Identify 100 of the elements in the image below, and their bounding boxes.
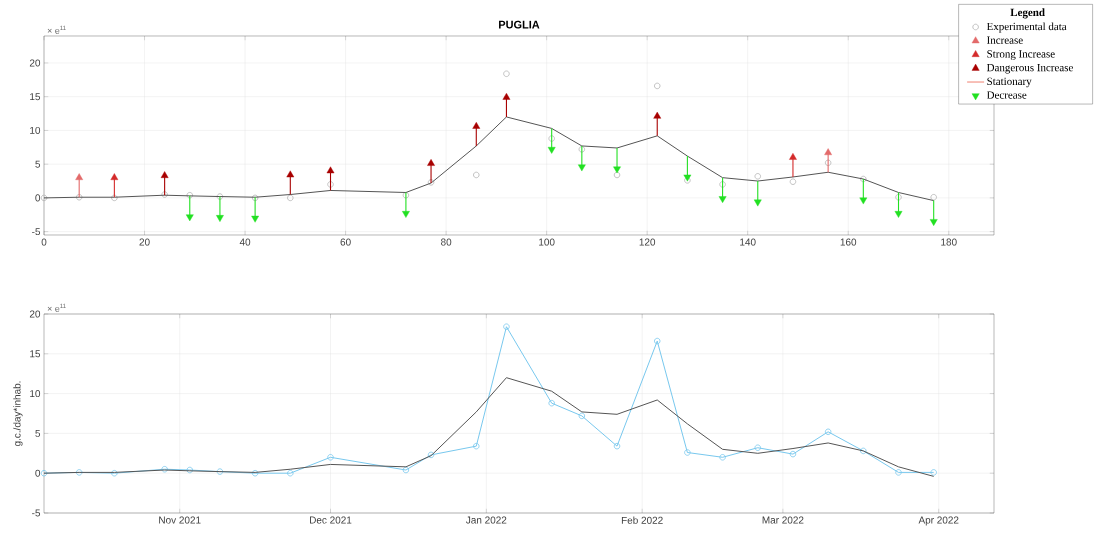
x-tick-label: 80 (441, 238, 452, 246)
y-tick-label: 5 (35, 429, 41, 437)
y-tick-label: 20 (29, 310, 41, 318)
point (929, 219, 938, 226)
point (186, 466, 193, 474)
point (216, 215, 224, 222)
y-tick-label: -5 (32, 509, 41, 517)
x-tick-label: Nov 2021 (159, 516, 201, 524)
y-tick-label: 5 (35, 160, 41, 168)
x-tick-label: 0 (41, 238, 47, 246)
point (111, 470, 118, 477)
legend-label: Experimental data (986, 22, 1067, 33)
point (654, 82, 661, 90)
point (40, 194, 48, 202)
point (613, 171, 621, 179)
point (287, 470, 294, 477)
x-tick-label: 40 (239, 238, 251, 246)
point (578, 412, 586, 420)
y-tick-label: 0 (35, 194, 41, 202)
point (326, 166, 335, 174)
point (753, 199, 762, 207)
x-tick-label: Jan 2022 (465, 516, 507, 524)
x-tick-label: 100 (539, 238, 555, 246)
legend-title: Legend (1010, 8, 1045, 19)
point (75, 469, 83, 476)
point (186, 191, 193, 199)
y-tick-label: 10 (30, 126, 41, 134)
point (548, 135, 555, 142)
point (502, 92, 511, 100)
point (548, 399, 555, 407)
y-tick-label: 15 (30, 93, 41, 101)
legend-label: Dangerous Increase (986, 63, 1073, 74)
point (327, 454, 334, 461)
point (111, 194, 118, 202)
point (895, 194, 902, 201)
point (251, 470, 259, 477)
point (718, 196, 727, 203)
point (286, 170, 295, 178)
point (473, 442, 480, 450)
point (578, 164, 586, 172)
point (895, 469, 902, 476)
text: × e$^{11}$ (47, 25, 66, 34)
point (930, 194, 937, 201)
x-tick-label: 20 (139, 238, 150, 246)
point (160, 171, 169, 178)
point (185, 214, 194, 222)
point (216, 193, 224, 200)
point (684, 449, 691, 456)
y-axis-title: g.c./day*inhab. (13, 381, 23, 447)
point (251, 215, 259, 223)
point (860, 175, 867, 183)
point (161, 466, 168, 473)
point (789, 450, 797, 458)
point (789, 178, 797, 185)
point (894, 211, 903, 218)
y-tick-label: 20 (29, 59, 41, 67)
text: × e$^{11}$ (47, 303, 66, 312)
point (473, 171, 480, 179)
point (110, 173, 119, 180)
point (578, 146, 586, 153)
point (287, 194, 294, 202)
point (75, 194, 83, 201)
point (824, 148, 832, 155)
x-tick-label: Feb 2022 (621, 516, 663, 524)
y-tick-label: 10 (30, 390, 41, 398)
x-tick-label: 60 (340, 238, 351, 246)
legend-label: Strong Increase (987, 50, 1055, 60)
point (161, 191, 168, 198)
point (427, 451, 435, 459)
x-tick-label: 160 (840, 238, 857, 246)
x-tick-label: 140 (740, 238, 756, 246)
point (472, 121, 481, 129)
point (613, 166, 621, 174)
point (859, 197, 868, 205)
point (824, 428, 832, 436)
x-tick-label: Mar 2022 (762, 516, 804, 524)
point (860, 447, 867, 455)
point (402, 191, 410, 199)
x-tick-label: 120 (639, 238, 656, 246)
point (653, 111, 662, 119)
point (654, 337, 661, 345)
point (427, 179, 435, 186)
point (754, 173, 761, 180)
x-tick-label: 180 (941, 238, 957, 246)
point (327, 181, 334, 188)
legend-label: Stationary (987, 77, 1032, 88)
x-tick-label: Dec 2021 (310, 516, 352, 524)
point (719, 454, 726, 461)
y-tick-label: -5 (32, 228, 41, 236)
point (824, 159, 832, 167)
chart-title: PUGLIA (499, 20, 540, 29)
point (251, 194, 259, 202)
y-tick-label: 15 (30, 350, 41, 358)
point (402, 466, 410, 474)
point (754, 444, 761, 451)
legend-label: Increase (987, 36, 1023, 44)
point (216, 468, 224, 475)
y-tick-label: 0 (35, 469, 41, 477)
point (719, 181, 726, 188)
point (402, 211, 410, 218)
